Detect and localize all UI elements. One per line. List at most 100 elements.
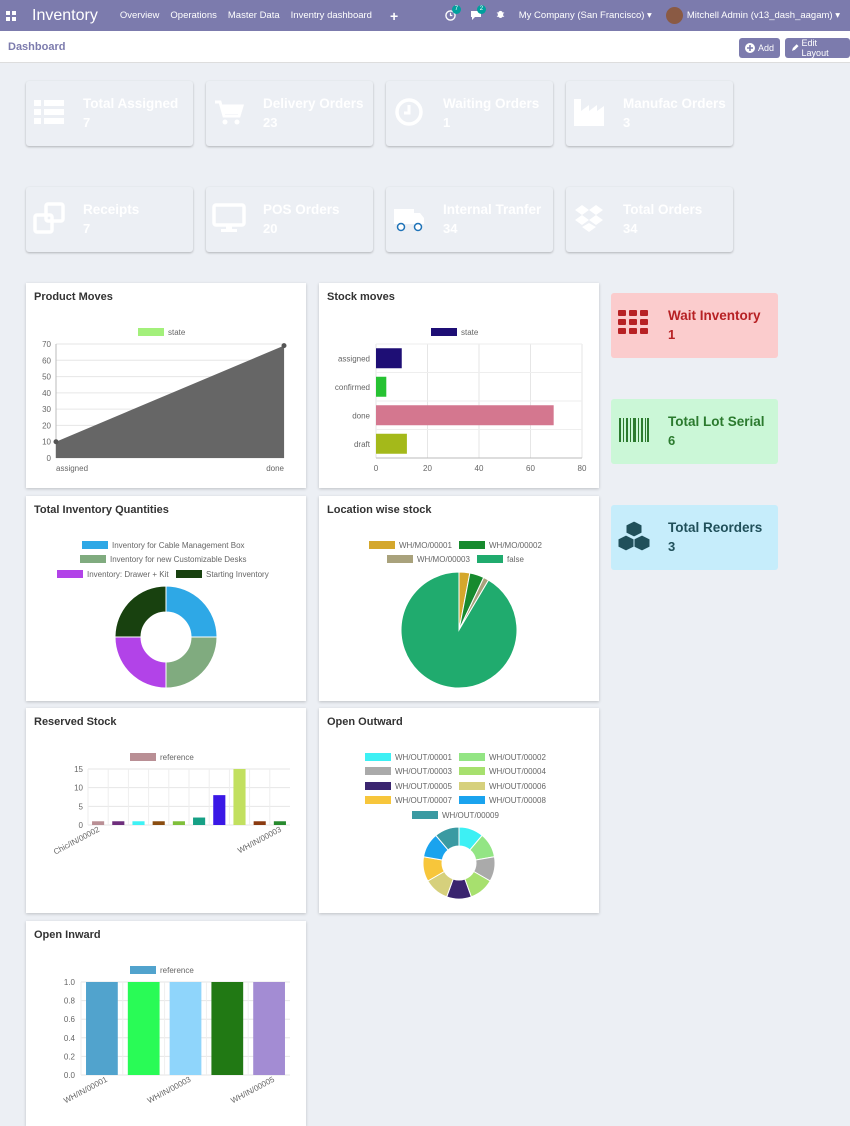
pie-slice — [166, 637, 217, 688]
tile-receipts[interactable]: Receipts 7 — [26, 187, 193, 252]
legend-swatch — [57, 570, 83, 578]
activity-icon[interactable]: 7 — [445, 10, 456, 21]
card-title: Product Moves — [34, 291, 113, 303]
y-tick-label: 20 — [42, 421, 51, 430]
y-tick-label: 1.0 — [64, 978, 76, 987]
bar — [376, 348, 402, 368]
card-title: Stock moves — [327, 291, 395, 303]
edit-layout-button[interactable]: Edit Layout — [785, 38, 850, 58]
messages-icon[interactable]: 2 — [470, 10, 482, 21]
edit-layout-label: Edit Layout — [802, 38, 844, 58]
add-button[interactable]: Add — [739, 38, 780, 58]
legend-swatch — [459, 767, 485, 775]
tile-pos-orders[interactable]: POS Orders 20 — [206, 187, 373, 252]
debug-bug-icon[interactable] — [496, 9, 505, 22]
grid-icon — [617, 307, 651, 341]
app-title[interactable]: Inventory — [32, 7, 98, 25]
legend-label: WH/OUT/00007 — [395, 796, 452, 805]
tile-label: Total Reorders — [668, 520, 762, 535]
y-tick-label: 0.0 — [64, 1071, 76, 1080]
legend-label: WH/OUT/00003 — [395, 767, 452, 776]
avatar — [666, 7, 683, 24]
card-location-stock: WH/MO/00001 WH/MO/00002 WH/MO/00003 false L… — [319, 496, 599, 701]
y-tick-label: 0.2 — [64, 1052, 76, 1061]
bar — [173, 821, 185, 825]
tile-label: Internal Tranfer — [443, 202, 541, 217]
y-tick-label: draft — [354, 440, 371, 449]
legend-swatch — [138, 328, 164, 336]
tile-value: 6 — [668, 433, 675, 448]
bar — [233, 769, 245, 825]
area-series — [56, 346, 284, 458]
tile-label: Receipts — [83, 202, 139, 217]
open-inward-chart: reference0.00.20.40.60.81.0WH/IN/00001 WH… — [26, 921, 306, 1126]
user-name: Mitchell Admin (v13_dash_aagam) — [687, 10, 833, 21]
tile-value: 34 — [443, 221, 457, 236]
menu-inventory-dashboard[interactable]: Inventry dashboard — [291, 10, 372, 21]
tile-manufacturing-orders[interactable]: Manufac Orders 3 — [566, 81, 733, 146]
monitor-icon — [212, 201, 246, 235]
card-stock-moves: state 0 20 40 60 80 assigned confirmed done draft… — [319, 283, 599, 488]
clock-icon — [392, 95, 426, 129]
total-inventory-chart: Inventory for Cable Management Box Invent… — [26, 496, 306, 701]
tile-wait-inventory[interactable]: Wait Inventory 1 — [611, 293, 778, 358]
plus-icon[interactable]: + — [390, 8, 398, 24]
tile-label: Total Assigned — [83, 96, 178, 111]
tile-total-assigned[interactable]: Total Assigned 7 — [26, 81, 193, 146]
control-panel: Dashboard Add Edit Layout — [0, 31, 850, 63]
bar — [274, 821, 286, 825]
legend-label: state — [461, 328, 479, 337]
main-menu: Overview Operations Master Data Inventry… — [120, 10, 372, 21]
menu-operations[interactable]: Operations — [170, 10, 216, 21]
tile-internal-transfer[interactable]: Internal Tranfer 34 — [386, 187, 553, 252]
barcode-icon — [617, 413, 651, 447]
legend-swatch — [365, 796, 391, 804]
add-label: Add — [758, 43, 774, 53]
tile-total-reorders[interactable]: Total Reorders 3 — [611, 505, 778, 570]
legend-label: state — [168, 328, 186, 337]
open-outward-chart: WH/OUT/00001 WH/OUT/00002 WH/OUT/00003 WH/O… — [319, 708, 599, 913]
y-tick-label: 0 — [79, 821, 84, 830]
tile-waiting-orders[interactable]: Waiting Orders 1 — [386, 81, 553, 146]
clone-icon — [32, 201, 66, 235]
tile-value: 3 — [623, 115, 630, 130]
tile-total-lot-serial[interactable]: Total Lot Serial 6 — [611, 399, 778, 464]
x-tick-label: WH/IN/00005 — [229, 1075, 276, 1106]
tile-value: 7 — [83, 221, 90, 236]
x-tick-label: done — [266, 464, 284, 473]
y-tick-label: assigned — [338, 354, 370, 363]
legend-swatch — [412, 811, 438, 819]
x-tick-label: 0 — [374, 464, 379, 473]
x-tick-label: 20 — [423, 464, 432, 473]
bar — [211, 982, 243, 1075]
tile-value: 23 — [263, 115, 277, 130]
user-menu[interactable]: Mitchell Admin (v13_dash_aagam) ▾ — [666, 7, 840, 24]
y-tick-label: 70 — [42, 340, 51, 349]
legend-label: Inventory for Cable Management Box — [112, 541, 245, 550]
y-tick-label: 0.6 — [64, 1015, 76, 1024]
legend-swatch — [459, 753, 485, 761]
pie-slice — [401, 572, 517, 688]
reserved-stock-chart: reference 0 5 10 15 Chic/IN/00002 WH/IN/00003 — [26, 708, 306, 913]
menu-overview[interactable]: Overview — [120, 10, 160, 21]
apps-menu-icon[interactable] — [6, 11, 28, 21]
menu-master-data[interactable]: Master Data — [228, 10, 280, 21]
navbar-right: 7 2 My Company (San Francisco) ▾ Mitchel… — [445, 0, 840, 31]
legend-label: WH/OUT/00002 — [489, 753, 546, 762]
tile-label: Waiting Orders — [443, 96, 539, 111]
legend-swatch — [176, 570, 202, 578]
legend-label: WH/OUT/00009 — [442, 811, 499, 820]
tile-delivery-orders[interactable]: Delivery Orders 23 — [206, 81, 373, 146]
tile-value: 34 — [623, 221, 637, 236]
legend-swatch — [130, 753, 156, 761]
company-switcher[interactable]: My Company (San Francisco) ▾ — [519, 10, 652, 21]
y-tick-label: 30 — [42, 405, 51, 414]
card-title: Open Inward — [34, 929, 101, 941]
tile-total-orders[interactable]: Total Orders 34 — [566, 187, 733, 252]
stock-moves-chart: state 0 20 40 60 80 assigned confirmed done draft — [319, 283, 599, 488]
card-total-inventory: Inventory for Cable Management Box Invent… — [26, 496, 306, 701]
legend-swatch — [459, 796, 485, 804]
tile-label: Total Lot Serial — [668, 414, 765, 429]
legend-label: WH/OUT/00001 — [395, 753, 452, 762]
legend-label: WH/MO/00001 — [399, 541, 452, 550]
